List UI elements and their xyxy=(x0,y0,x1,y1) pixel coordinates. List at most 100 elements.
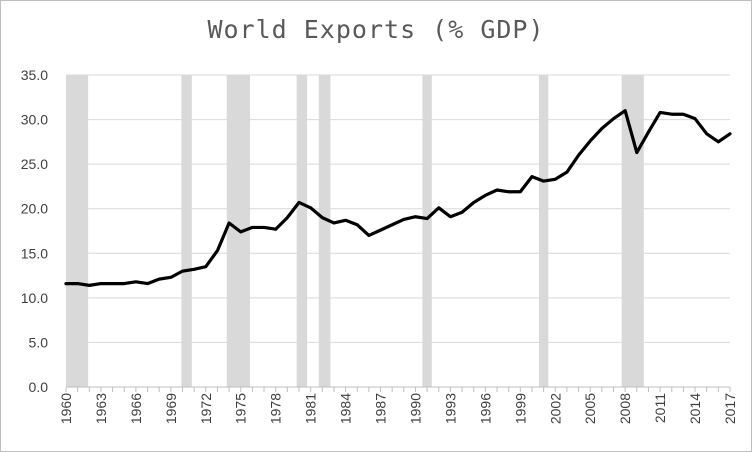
x-tick-label-3: 1969 xyxy=(163,393,179,424)
y-tick-label-1: 5.0 xyxy=(29,334,49,350)
shaded-periods xyxy=(66,75,644,387)
x-tick-label-2: 1966 xyxy=(128,393,144,424)
data-point-1968 xyxy=(157,277,161,281)
x-tick-label-17: 2011 xyxy=(652,393,668,423)
data-point-2011 xyxy=(658,111,662,114)
data-point-1969 xyxy=(169,276,173,279)
data-point-2007 xyxy=(612,117,615,120)
data-point-1993 xyxy=(449,215,452,218)
data-point-2005 xyxy=(589,139,592,143)
x-axis xyxy=(65,386,731,392)
x-tick-label-18: 2014 xyxy=(687,393,703,424)
shaded-period-0 xyxy=(66,75,89,387)
gridlines xyxy=(66,74,730,343)
data-point-1964 xyxy=(111,282,114,285)
series xyxy=(64,109,732,287)
shaded-period-1 xyxy=(181,75,192,387)
data-point-1990 xyxy=(414,215,417,218)
x-tick-label-19: 2017 xyxy=(722,393,738,424)
x-tick-label-10: 1990 xyxy=(407,393,423,424)
data-point-1981 xyxy=(309,206,312,210)
data-point-1962 xyxy=(88,284,91,287)
data-point-1986 xyxy=(367,234,371,237)
data-point-1976 xyxy=(251,226,254,229)
data-point-1995 xyxy=(472,201,475,204)
data-point-1979 xyxy=(286,216,289,219)
y-tick-label-3: 15.0 xyxy=(21,245,48,261)
data-point-1988 xyxy=(390,223,394,226)
x-tick-label-9: 1987 xyxy=(373,393,389,424)
shaded-period-3 xyxy=(296,75,308,387)
data-point-2016 xyxy=(717,140,720,144)
data-point-1977 xyxy=(262,226,266,229)
y-tick-label-7: 35.0 xyxy=(21,67,48,83)
data-point-1975 xyxy=(239,230,242,234)
y-tick-label-0: 0.0 xyxy=(29,379,49,395)
x-tick-label-11: 1993 xyxy=(442,393,458,424)
data-point-1996 xyxy=(484,194,487,197)
data-point-1978 xyxy=(274,228,277,231)
data-point-2009 xyxy=(635,151,639,154)
data-point-1972 xyxy=(204,265,207,268)
shaded-period-7 xyxy=(621,75,644,387)
x-tick-label-16: 2008 xyxy=(617,393,633,424)
data-point-2004 xyxy=(577,154,580,157)
data-point-2003 xyxy=(565,170,569,174)
x-tick-label-1: 1963 xyxy=(93,393,109,424)
data-point-1984 xyxy=(344,219,347,222)
data-point-1998 xyxy=(507,190,510,193)
data-point-1965 xyxy=(123,282,126,285)
data-point-1970 xyxy=(181,269,184,273)
shaded-period-5 xyxy=(422,75,432,387)
x-tick-label-13: 1999 xyxy=(512,393,528,424)
data-point-2012 xyxy=(670,113,673,116)
data-point-2008 xyxy=(623,109,627,112)
data-point-1994 xyxy=(460,211,464,214)
x-tick-label-15: 2005 xyxy=(582,393,598,424)
y-tick-label-5: 25.0 xyxy=(21,156,48,172)
x-tick-label-14: 2002 xyxy=(547,393,563,424)
data-point-2013 xyxy=(682,113,685,116)
data-point-2001 xyxy=(542,179,545,183)
x-tick-label-12: 1996 xyxy=(477,393,493,424)
data-point-2017 xyxy=(728,132,732,136)
data-point-1987 xyxy=(379,228,382,232)
x-tick-label-4: 1972 xyxy=(198,393,214,424)
data-point-1991 xyxy=(425,217,429,220)
y-tick-label-6: 30.0 xyxy=(21,112,48,128)
data-point-1974 xyxy=(227,221,231,225)
data-point-1983 xyxy=(332,221,336,225)
series-line xyxy=(64,109,732,287)
shaded-period-6 xyxy=(538,75,549,387)
data-point-2010 xyxy=(647,130,650,134)
data-point-2000 xyxy=(530,175,534,178)
data-point-1963 xyxy=(99,282,103,285)
data-point-1966 xyxy=(134,280,138,284)
data-point-2015 xyxy=(705,132,708,136)
data-point-1997 xyxy=(495,188,499,192)
data-point-1999 xyxy=(519,190,522,193)
data-point-2006 xyxy=(600,127,604,130)
data-point-1967 xyxy=(146,282,149,285)
chart-title: World Exports (% GDP) xyxy=(207,15,545,44)
y-tick-label-2: 10.0 xyxy=(21,290,48,306)
data-point-1982 xyxy=(321,216,324,219)
data-point-2002 xyxy=(554,178,557,181)
x-tick-label-6: 1978 xyxy=(268,393,284,424)
data-point-1992 xyxy=(437,206,440,210)
data-point-2014 xyxy=(693,117,697,120)
data-point-1961 xyxy=(76,282,79,285)
data-point-1960 xyxy=(64,282,68,285)
data-point-1973 xyxy=(216,249,219,252)
shaded-period-4 xyxy=(318,75,331,387)
y-tick-label-4: 20.0 xyxy=(21,201,48,217)
x-tick-label-0: 1960 xyxy=(58,393,74,424)
x-axis-ticks: 1960 1963 1966 1969 1972 1975 1978 1981 1984 1987… xyxy=(58,393,738,424)
x-tick-label-8: 1984 xyxy=(338,393,354,424)
data-point-1985 xyxy=(356,223,359,226)
data-point-1989 xyxy=(402,218,406,221)
x-tick-label-7: 1981 xyxy=(303,393,319,424)
x-tick-label-5: 1975 xyxy=(233,393,249,424)
